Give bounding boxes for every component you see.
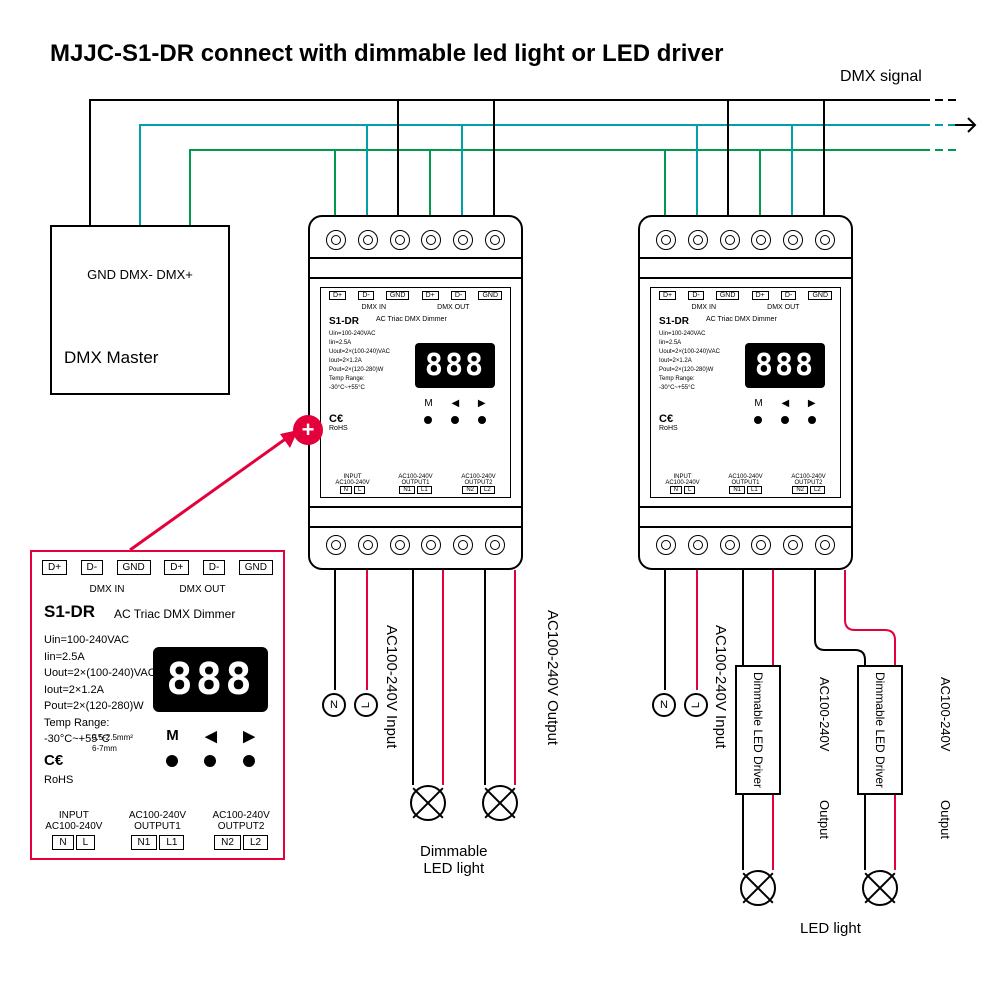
dim-led-label: Dimmable LED light <box>420 843 488 877</box>
dmx-master-box: GND DMX- DMX+ DMX Master <box>50 225 230 395</box>
led-driver-box: Dimmable LED Driver <box>857 665 903 795</box>
diagram-title: MJJC-S1-DR connect with dimmable led lig… <box>50 40 723 68</box>
zoom-panel: D+ D- GND D+ D- GND DMX IN DMX OUT S1-DR… <box>30 550 285 860</box>
ac-input-label: AC100-240V Input <box>712 625 729 748</box>
control-labels: M ◀ ▶ <box>153 727 268 745</box>
zoom-subtitle: AC Triac DMX Dimmer <box>114 607 235 621</box>
lamp-icon <box>740 870 776 906</box>
dmx-signal-label: DMX signal <box>840 68 922 86</box>
lamp-icon <box>410 785 446 821</box>
rohs-mark: RoHS <box>44 774 73 786</box>
ac-input-label: AC100-240V Input <box>383 625 400 748</box>
seven-segment-display: 888 <box>153 647 268 712</box>
device-1: D+D-GNDD+D-GNDDMX INDMX OUT S1-DR AC Tri… <box>308 215 523 570</box>
dmx-master-label: DMX Master <box>64 348 158 368</box>
zoom-model: S1-DR <box>44 602 95 622</box>
led-light-label: LED light <box>800 920 861 937</box>
led-driver-box: Dimmable LED Driver <box>735 665 781 795</box>
ac-range-label: AC100-240V <box>938 677 953 751</box>
n-terminal-icon: N <box>322 693 346 717</box>
lamp-icon <box>482 785 518 821</box>
ce-mark: C€ <box>44 752 63 769</box>
device-2: D+D-GNDD+D-GNDDMX INDMX OUT S1-DR AC Tri… <box>638 215 853 570</box>
l-terminal-icon: L <box>354 693 378 717</box>
output-label: Output <box>817 800 832 839</box>
wire-gauge: 0.5-2.5mm² 6-7mm <box>92 732 133 754</box>
n-terminal-icon: N <box>652 693 676 717</box>
output-label: Output <box>938 800 953 839</box>
lamp-icon <box>862 870 898 906</box>
dmx-master-terminals: GND DMX- DMX+ <box>52 267 228 282</box>
plus-badge-icon: + <box>293 415 323 445</box>
l-terminal-icon: L <box>684 693 708 717</box>
ac-output-label: AC100-240V Output <box>544 610 561 745</box>
zoom-specs: Uin=100-240VACIin=2.5AUout=2×(100-240)VA… <box>44 632 156 748</box>
ac-range-label: AC100-240V <box>817 677 832 751</box>
